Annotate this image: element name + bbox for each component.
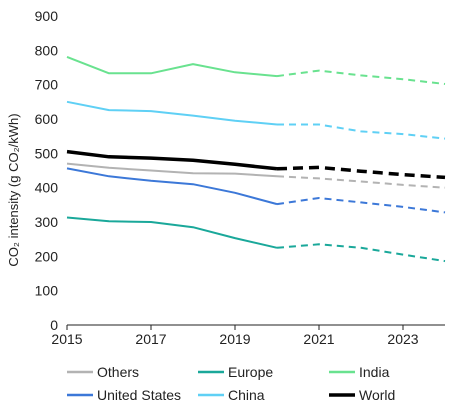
series-line-china-historical xyxy=(66,100,278,126)
series-line-united-states-historical xyxy=(66,167,278,206)
series-line-united-states-projected xyxy=(276,196,446,214)
y-tick-label: 500 xyxy=(35,145,59,161)
series-line-others-projected xyxy=(276,175,446,189)
legend-label-china: China xyxy=(228,387,265,403)
y-tick-label: 800 xyxy=(35,42,59,58)
series-layer xyxy=(66,55,446,263)
legend-label-united-states: United States xyxy=(97,387,181,403)
legend-label-europe: Europe xyxy=(228,364,273,380)
series-line-india-historical xyxy=(66,55,278,78)
y-tick-label: 300 xyxy=(35,214,59,230)
axes: 0 100 200 300 400 500 600 700 800 900 2015 2017 2019… xyxy=(35,8,445,347)
y-tick-label: 100 xyxy=(35,283,59,299)
series-line-india-projected xyxy=(276,69,446,85)
x-tick-label: 2015 xyxy=(51,331,82,347)
x-tick-label: 2023 xyxy=(387,331,418,347)
y-tick-label: 900 xyxy=(35,8,59,24)
legend-label-others: Others xyxy=(97,364,139,380)
legend: Others Europe India United States China World xyxy=(67,364,395,403)
y-axis-label: CO₂ intensity (g CO₂/kWh) xyxy=(6,113,21,266)
legend-label-world: World xyxy=(359,387,395,403)
x-tick-label: 2021 xyxy=(303,331,334,347)
series-line-europe-historical xyxy=(66,216,278,249)
x-tick-label: 2019 xyxy=(219,331,250,347)
series-line-others-historical xyxy=(66,162,278,178)
y-tick-label: 0 xyxy=(50,317,58,333)
series-line-europe-projected xyxy=(276,243,446,263)
series-line-world-historical xyxy=(66,149,278,171)
series-line-china-projected xyxy=(277,123,446,140)
x-tick-label: 2017 xyxy=(135,331,166,347)
legend-label-india: India xyxy=(359,364,390,380)
y-tick-label: 600 xyxy=(35,111,59,127)
series-line-world-projected xyxy=(276,165,446,180)
y-tick-label: 200 xyxy=(35,248,59,264)
y-tick-label: 400 xyxy=(35,180,59,196)
y-tick-label: 700 xyxy=(35,77,59,93)
